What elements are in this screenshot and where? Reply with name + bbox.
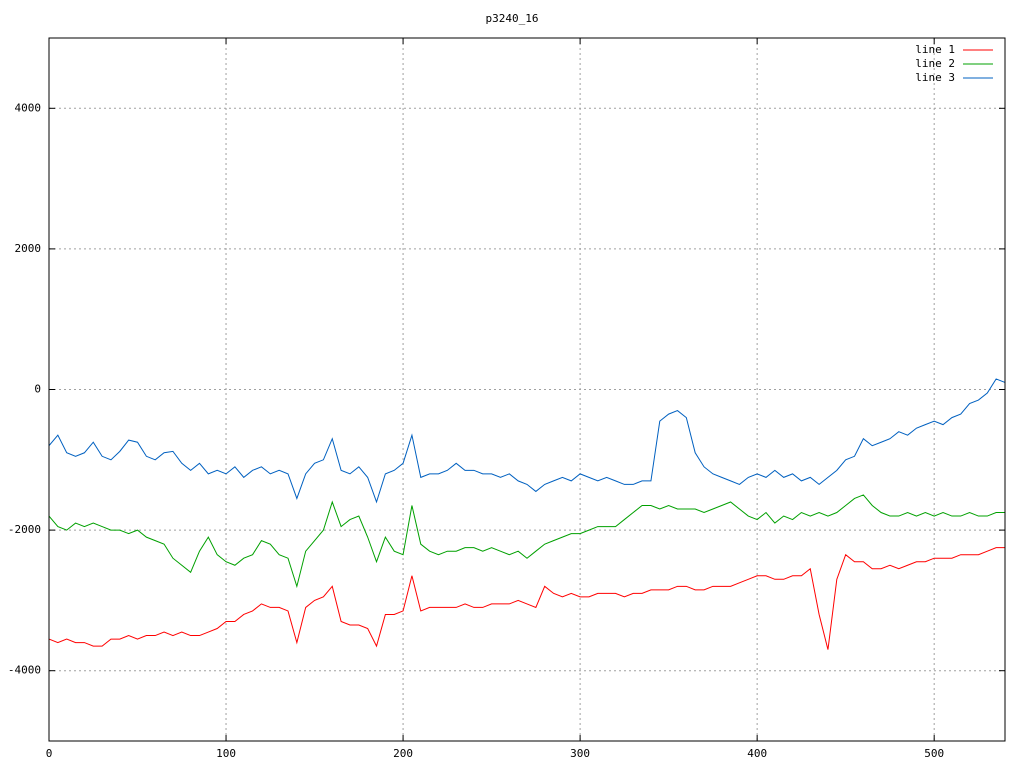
y-tick-label: -2000: [8, 523, 41, 536]
legend-label: line 3: [915, 71, 955, 84]
x-tick-label: 400: [747, 747, 767, 760]
legend-label: line 2: [915, 57, 955, 70]
x-tick-label: 0: [46, 747, 53, 760]
x-tick-label: 100: [216, 747, 236, 760]
y-tick-label: 2000: [15, 242, 42, 255]
series-line: [48, 547, 1005, 650]
series-line: [48, 378, 1006, 504]
x-tick-label: 300: [570, 747, 590, 760]
series-line: [48, 494, 1005, 589]
legend-label: line 1: [915, 43, 955, 56]
chart-title: p3240_16: [486, 12, 539, 25]
x-tick-label: 500: [924, 747, 944, 760]
x-tick-label: 200: [393, 747, 413, 760]
y-tick-label: -4000: [8, 664, 41, 677]
y-tick-label: 0: [34, 383, 41, 396]
plot-border: [48, 37, 1006, 742]
y-tick-label: 4000: [15, 101, 42, 114]
